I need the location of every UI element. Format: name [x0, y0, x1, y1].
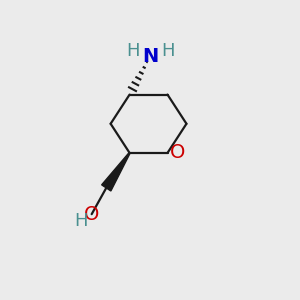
Text: H: H	[126, 42, 139, 60]
Text: O: O	[84, 205, 99, 224]
Text: O: O	[170, 143, 185, 162]
Text: N: N	[142, 47, 158, 66]
Polygon shape	[102, 153, 130, 191]
Text: H: H	[75, 212, 88, 230]
Text: H: H	[161, 42, 174, 60]
